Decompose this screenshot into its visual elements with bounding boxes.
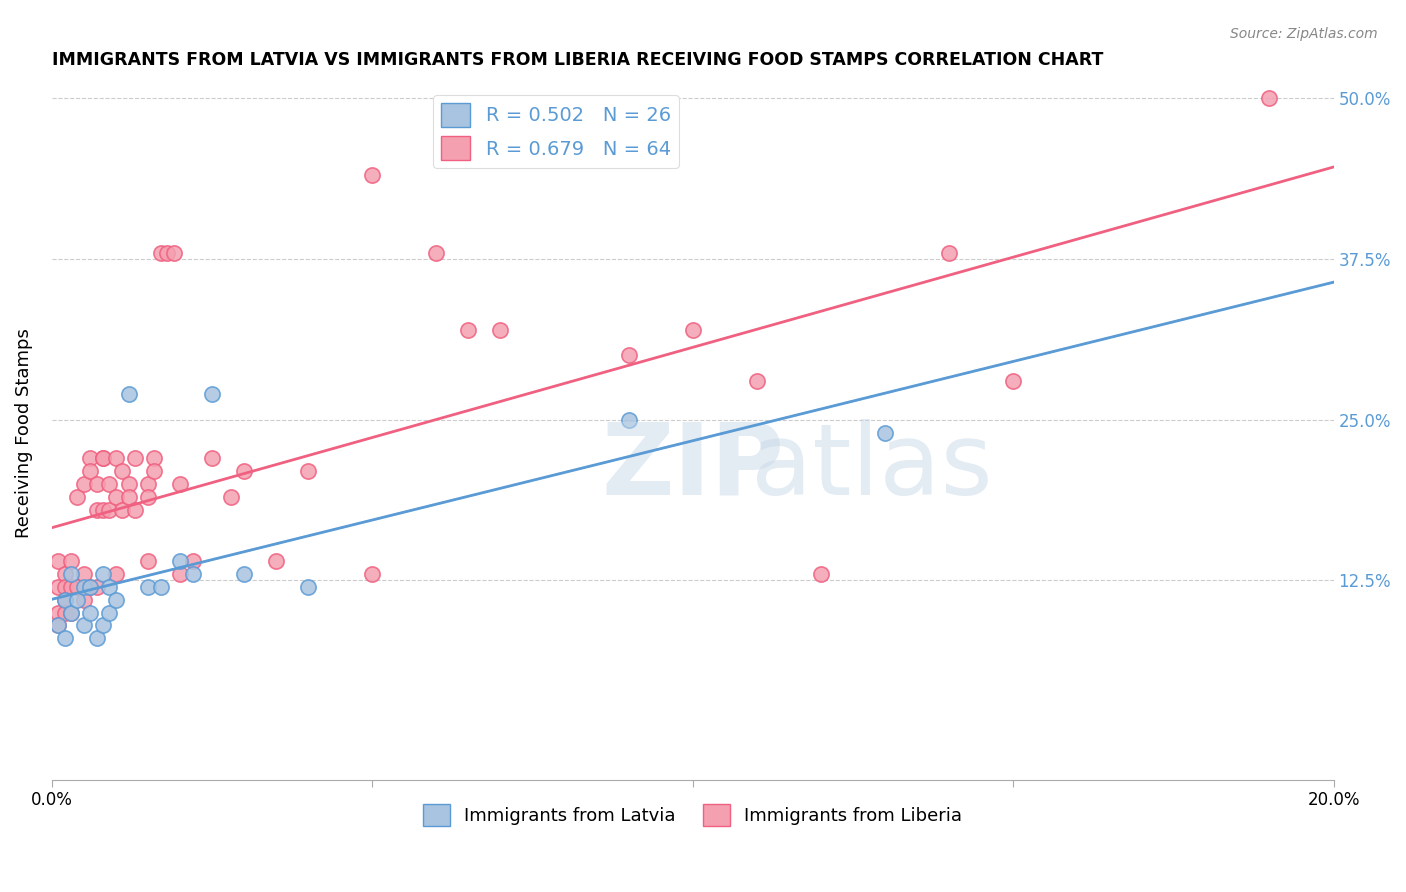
- Point: [219, 490, 242, 504]
- Point: [79, 606, 101, 620]
- Point: [149, 580, 172, 594]
- Text: Source: ZipAtlas.com: Source: ZipAtlas.com: [1230, 27, 1378, 41]
- Point: [233, 566, 256, 581]
- Point: [66, 490, 89, 504]
- Point: [111, 502, 134, 516]
- Point: [59, 606, 82, 620]
- Point: [810, 566, 832, 581]
- Point: [745, 374, 768, 388]
- Point: [53, 566, 76, 581]
- Point: [59, 554, 82, 568]
- Point: [104, 451, 127, 466]
- Point: [53, 580, 76, 594]
- Point: [91, 566, 114, 581]
- Point: [124, 502, 146, 516]
- Point: [118, 477, 141, 491]
- Point: [233, 464, 256, 478]
- Point: [297, 464, 319, 478]
- Point: [118, 490, 141, 504]
- Point: [136, 554, 159, 568]
- Point: [73, 618, 96, 632]
- Point: [73, 566, 96, 581]
- Point: [86, 502, 108, 516]
- Point: [73, 592, 96, 607]
- Point: [425, 245, 447, 260]
- Point: [53, 606, 76, 620]
- Point: [938, 245, 960, 260]
- Point: [149, 245, 172, 260]
- Point: [86, 477, 108, 491]
- Point: [169, 477, 191, 491]
- Point: [91, 451, 114, 466]
- Point: [53, 592, 76, 607]
- Point: [104, 566, 127, 581]
- Point: [79, 464, 101, 478]
- Point: [98, 580, 121, 594]
- Point: [46, 606, 69, 620]
- Point: [86, 631, 108, 645]
- Point: [91, 451, 114, 466]
- Point: [98, 502, 121, 516]
- Point: [201, 387, 224, 401]
- Point: [59, 606, 82, 620]
- Point: [201, 451, 224, 466]
- Point: [73, 580, 96, 594]
- Point: [66, 580, 89, 594]
- Point: [46, 554, 69, 568]
- Point: [111, 464, 134, 478]
- Point: [104, 592, 127, 607]
- Point: [79, 580, 101, 594]
- Point: [46, 618, 69, 632]
- Point: [98, 477, 121, 491]
- Point: [297, 580, 319, 594]
- Point: [1002, 374, 1025, 388]
- Point: [361, 169, 384, 183]
- Point: [98, 606, 121, 620]
- Point: [617, 348, 640, 362]
- Point: [143, 464, 166, 478]
- Point: [66, 592, 89, 607]
- Point: [361, 566, 384, 581]
- Point: [457, 323, 479, 337]
- Point: [104, 490, 127, 504]
- Point: [91, 618, 114, 632]
- Point: [489, 323, 512, 337]
- Point: [46, 618, 69, 632]
- Point: [143, 451, 166, 466]
- Point: [79, 580, 101, 594]
- Point: [46, 580, 69, 594]
- Point: [873, 425, 896, 440]
- Point: [1258, 91, 1281, 105]
- Point: [136, 490, 159, 504]
- Point: [136, 477, 159, 491]
- Point: [73, 477, 96, 491]
- Point: [79, 451, 101, 466]
- Text: atlas: atlas: [751, 418, 993, 516]
- Point: [617, 413, 640, 427]
- Point: [59, 580, 82, 594]
- Point: [162, 245, 184, 260]
- Point: [53, 592, 76, 607]
- Point: [181, 554, 204, 568]
- Point: [59, 566, 82, 581]
- Text: IMMIGRANTS FROM LATVIA VS IMMIGRANTS FROM LIBERIA RECEIVING FOOD STAMPS CORRELAT: IMMIGRANTS FROM LATVIA VS IMMIGRANTS FRO…: [52, 51, 1104, 69]
- Point: [53, 631, 76, 645]
- Text: ZIP: ZIP: [602, 418, 785, 516]
- Y-axis label: Receiving Food Stamps: Receiving Food Stamps: [15, 327, 32, 538]
- Legend: Immigrants from Latvia, Immigrants from Liberia: Immigrants from Latvia, Immigrants from …: [416, 797, 970, 833]
- Point: [91, 502, 114, 516]
- Point: [124, 451, 146, 466]
- Point: [118, 387, 141, 401]
- Point: [169, 566, 191, 581]
- Point: [156, 245, 179, 260]
- Point: [181, 566, 204, 581]
- Point: [682, 323, 704, 337]
- Point: [86, 580, 108, 594]
- Point: [169, 554, 191, 568]
- Point: [264, 554, 287, 568]
- Point: [136, 580, 159, 594]
